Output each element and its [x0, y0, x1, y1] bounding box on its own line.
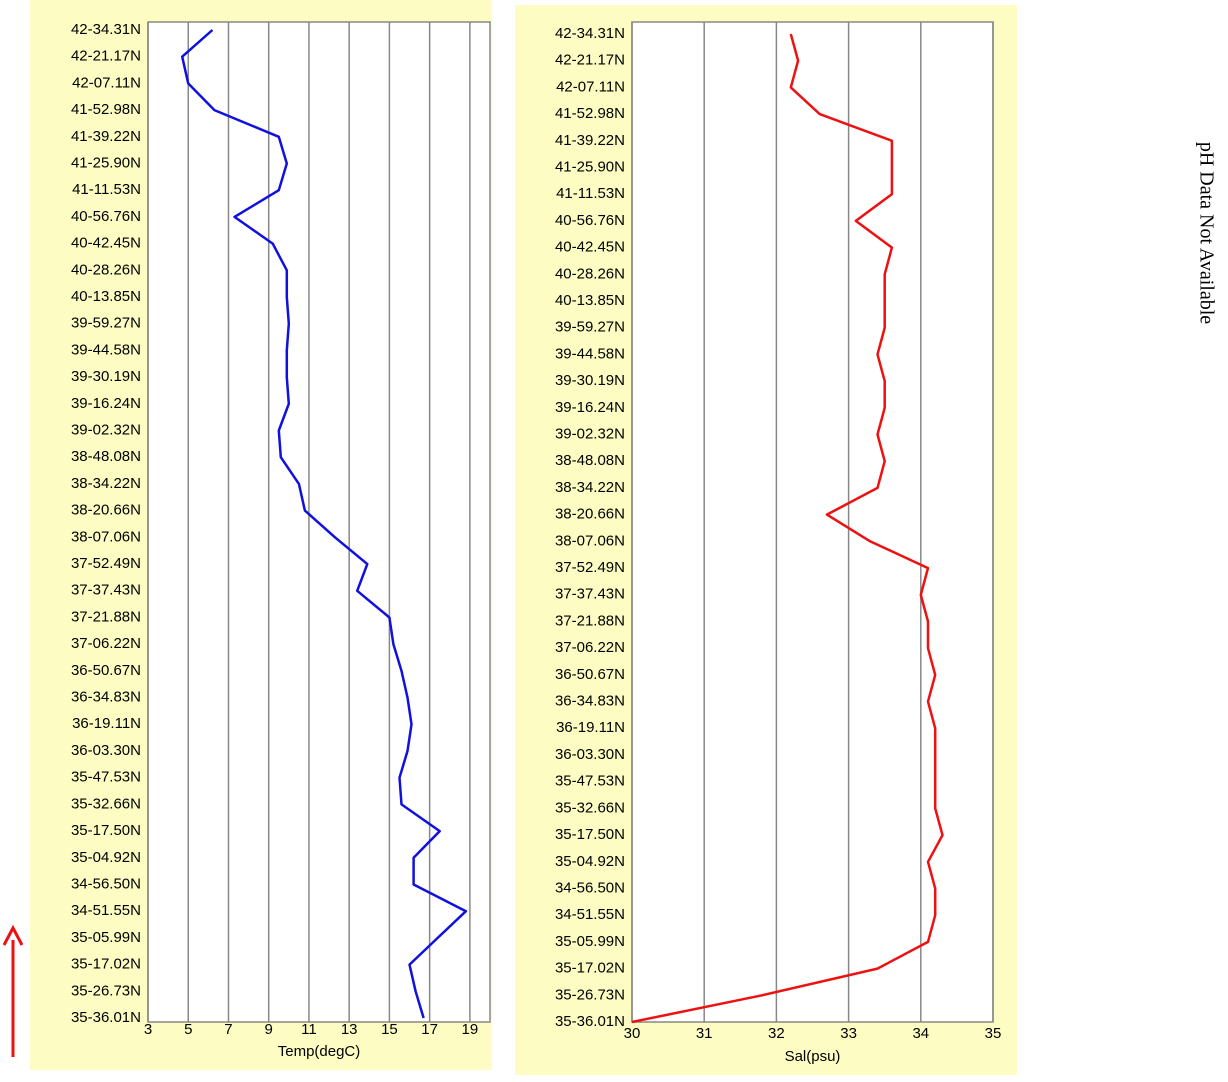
y-tick-label: 36-19.11N	[72, 715, 141, 732]
y-tick-label: 39-30.19N	[555, 372, 625, 389]
x-tick-label: 35	[985, 1025, 1002, 1042]
y-tick-label: 35-36.01N	[71, 1009, 141, 1026]
y-tick-label: 37-52.49N	[71, 555, 141, 572]
y-tick-label: 39-30.19N	[71, 368, 141, 385]
y-tick-label: 37-06.22N	[555, 639, 625, 656]
y-tick-label: 40-28.26N	[555, 265, 625, 282]
y-tick-label: 38-07.06N	[555, 532, 625, 549]
y-tick-label: 42-21.17N	[71, 48, 141, 65]
y-tick-label: 41-52.98N	[71, 101, 141, 118]
y-tick-label: 35-32.66N	[555, 799, 625, 816]
x-tick-label: 5	[184, 1021, 192, 1038]
y-tick-label: 34-51.55N	[555, 906, 625, 923]
y-tick-label: 38-07.06N	[71, 528, 141, 545]
y-tick-label: 39-02.32N	[555, 426, 625, 443]
y-tick-label: 34-56.50N	[555, 879, 625, 896]
y-tick-label: 40-42.45N	[555, 239, 625, 256]
y-tick-label: 35-17.02N	[555, 960, 625, 977]
y-tick-label: 42-34.31N	[71, 21, 141, 38]
data-line	[631, 33, 944, 1024]
y-tick-label: 35-17.50N	[71, 822, 141, 839]
arrow-head	[2, 924, 24, 946]
y-tick-label: 39-02.32N	[71, 422, 141, 439]
plot-area	[631, 21, 994, 1023]
x-tick-label: 17	[421, 1021, 438, 1038]
y-tick-label: 41-39.22N	[555, 132, 625, 149]
y-tick-label: 34-51.55N	[71, 902, 141, 919]
x-tick-label: 3	[144, 1021, 152, 1038]
y-tick-label: 39-59.27N	[71, 315, 141, 332]
y-tick-label: 41-52.98N	[555, 105, 625, 122]
y-tick-label: 41-25.90N	[555, 158, 625, 175]
y-tick-label: 38-48.08N	[71, 448, 141, 465]
y-tick-label: 36-50.67N	[555, 666, 625, 683]
y-tick-label: 37-37.43N	[71, 582, 141, 599]
y-tick-label: 40-56.76N	[71, 208, 141, 225]
y-tick-label: 37-21.88N	[555, 612, 625, 629]
y-tick-label: 36-03.30N	[71, 742, 141, 759]
x-tick-label: 30	[624, 1025, 641, 1042]
x-tick-label: 7	[224, 1021, 232, 1038]
y-tick-label: 35-04.92N	[555, 853, 625, 870]
y-tick-label: 39-16.24N	[555, 399, 625, 416]
y-tick-label: 40-13.85N	[555, 292, 625, 309]
x-tick-label: 33	[840, 1025, 857, 1042]
side-note: pH Data Not Available	[1195, 142, 1217, 324]
x-tick-label: 32	[768, 1025, 785, 1042]
data-line	[180, 29, 468, 1019]
y-tick-label: 36-34.83N	[71, 689, 141, 706]
y-tick-label: 40-28.26N	[71, 261, 141, 278]
y-tick-label: 39-44.58N	[555, 345, 625, 362]
x-tick-label: 19	[462, 1021, 479, 1038]
y-tick-label: 35-17.02N	[71, 956, 141, 973]
y-tick-label: 36-34.83N	[555, 693, 625, 710]
y-tick-label: 37-37.43N	[555, 586, 625, 603]
x-tick-label: 15	[381, 1021, 398, 1038]
y-tick-label: 41-39.22N	[71, 128, 141, 145]
y-tick-label: 41-25.90N	[71, 154, 141, 171]
y-tick-label: 39-59.27N	[555, 319, 625, 336]
y-tick-label: 37-21.88N	[71, 608, 141, 625]
y-tick-label: 35-47.53N	[555, 773, 625, 790]
y-tick-label: 38-20.66N	[71, 502, 141, 519]
x-tick-label: 31	[696, 1025, 713, 1042]
y-tick-label: 35-47.53N	[71, 769, 141, 786]
y-tick-label: 42-21.17N	[555, 52, 625, 69]
y-tick-label: 40-13.85N	[71, 288, 141, 305]
y-tick-label: 35-26.73N	[71, 982, 141, 999]
y-tick-label: 38-34.22N	[71, 475, 141, 492]
y-tick-label: 36-50.67N	[71, 662, 141, 679]
y-tick-label: 35-36.01N	[555, 1013, 625, 1030]
y-tick-label: 37-06.22N	[71, 635, 141, 652]
y-tick-label: 40-56.76N	[555, 212, 625, 229]
x-tick-label: 13	[341, 1021, 358, 1038]
y-tick-label: 42-07.11N	[72, 74, 141, 91]
y-tick-label: 37-52.49N	[555, 559, 625, 576]
y-tick-label: 38-34.22N	[555, 479, 625, 496]
x-tick-label: 11	[301, 1021, 317, 1038]
y-tick-label: 35-26.73N	[555, 986, 625, 1003]
y-tick-label: 35-17.50N	[555, 826, 625, 843]
x-axis-title: Temp(degC)	[278, 1043, 361, 1060]
y-tick-label: 35-05.99N	[71, 929, 141, 946]
x-axis-title: Sal(psu)	[785, 1048, 841, 1065]
y-tick-label: 36-03.30N	[555, 746, 625, 763]
y-tick-label: 38-48.08N	[555, 452, 625, 469]
y-tick-label: 38-20.66N	[555, 506, 625, 523]
x-tick-label: 34	[912, 1025, 929, 1042]
y-tick-label: 39-44.58N	[71, 341, 141, 358]
y-tick-label: 34-56.50N	[71, 875, 141, 892]
y-tick-label: 35-32.66N	[71, 795, 141, 812]
y-tick-label: 42-34.31N	[555, 25, 625, 42]
y-tick-label: 35-04.92N	[71, 849, 141, 866]
y-tick-label: 40-42.45N	[71, 235, 141, 252]
y-tick-label: 39-16.24N	[71, 395, 141, 412]
y-tick-label: 42-07.11N	[556, 78, 625, 95]
y-tick-label: 41-11.53N	[72, 181, 141, 198]
y-tick-label: 36-19.11N	[556, 719, 625, 736]
x-tick-label: 9	[265, 1021, 273, 1038]
y-tick-label: 41-11.53N	[556, 185, 625, 202]
y-tick-label: 35-05.99N	[555, 933, 625, 950]
